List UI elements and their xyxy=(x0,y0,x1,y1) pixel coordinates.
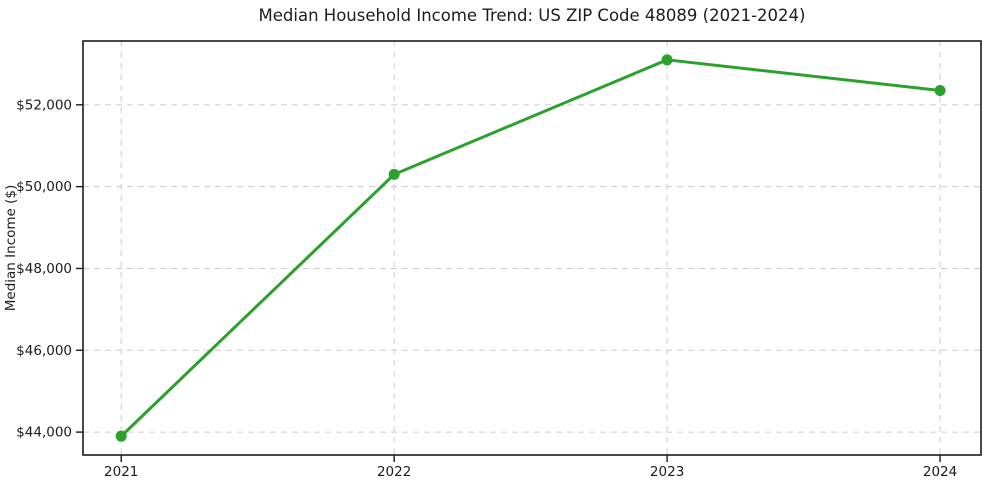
y-axis-label: Median Income ($) xyxy=(3,185,19,311)
data-point-marker xyxy=(661,54,673,66)
y-tick-label: $52,000 xyxy=(16,97,72,113)
plot-area: $44,000 $46,000 $48,000 $50,000 $52,000 2021 2… xyxy=(16,40,982,480)
y-tick-label: $44,000 xyxy=(16,425,72,441)
trend-line xyxy=(119,58,942,438)
y-tick-label: $48,000 xyxy=(16,261,72,277)
x-tick-label: 2021 xyxy=(104,464,138,480)
y-tick-label: $50,000 xyxy=(16,179,72,195)
x-tick-label: 2022 xyxy=(377,464,411,480)
data-point-marker xyxy=(115,430,127,442)
chart-title: Median Household Income Trend: US ZIP Co… xyxy=(259,6,806,25)
x-tick-label: 2024 xyxy=(923,464,957,480)
plot-border xyxy=(82,40,982,456)
x-tick-label: 2023 xyxy=(650,464,684,480)
data-point-marker xyxy=(388,168,400,180)
y-tick-label: $46,000 xyxy=(16,343,72,359)
data-point-marker xyxy=(934,85,946,96)
